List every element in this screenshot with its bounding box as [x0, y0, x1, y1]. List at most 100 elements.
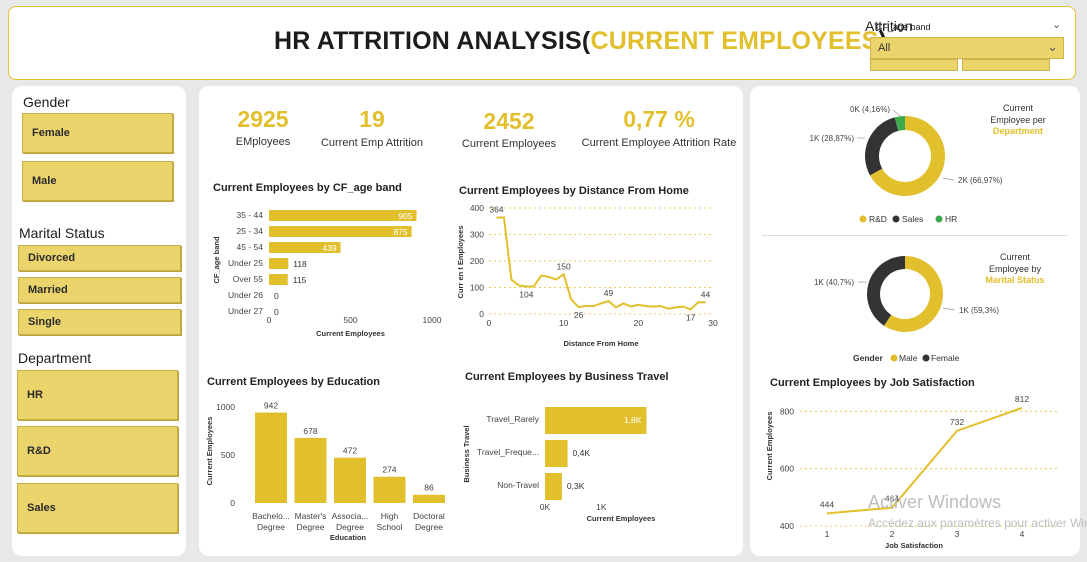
bar: [373, 476, 406, 503]
data-label: 905: [398, 211, 412, 221]
tick-label: Master's: [295, 511, 327, 521]
series-line: [496, 216, 706, 311]
axis-label: Business Travel: [462, 425, 471, 482]
axis-label: Current Employees: [316, 329, 385, 338]
department-hr-button[interactable]: HR: [17, 370, 178, 420]
kpi-attrition-rate-label: Current Employee Attrition Rate: [581, 137, 737, 149]
gender-slicer-label: Gender: [23, 94, 70, 110]
tick-label: Associa...: [332, 511, 369, 521]
legend-marker: [935, 215, 943, 223]
kpi-attrition-rate-value: 0,77 %: [623, 106, 695, 132]
attrition-no-button[interactable]: [962, 59, 1050, 71]
pie-slice: [867, 256, 905, 326]
distance-line-chart: 0 100 200 300 400 0 10 20 30 364 104 150 26 49 17 44 Dis…: [456, 203, 718, 348]
tick-label: Degree: [297, 522, 325, 532]
job-satisfaction-line-chart: 400 600 800 444 1 464 2 732 3 812 4 Job Satisfactio…: [765, 394, 1057, 550]
kpi-attrition-label: Current Emp Attrition: [320, 137, 424, 149]
tick-label: Non-Travel: [497, 480, 539, 490]
tick-label: Bachelo...: [252, 511, 290, 521]
data-label: 364: [489, 205, 503, 215]
tick-label: Under 25: [228, 258, 263, 268]
bar: [269, 226, 412, 237]
bar: [545, 473, 562, 500]
attrition-filter-label: Attrition: [865, 18, 913, 34]
data-label: 444: [820, 499, 834, 509]
marital-married-button[interactable]: Married: [18, 277, 181, 303]
data-label: 0: [274, 291, 279, 301]
tick-label: 20: [634, 318, 644, 328]
bar: [269, 258, 289, 269]
activation-watermark-sub: Accédez aux paramètres pour activer Wind…: [868, 516, 1087, 530]
bar: [294, 437, 327, 503]
bar: [545, 407, 647, 434]
dropdown-selected-value: All: [878, 42, 891, 54]
tick-label: Degree: [415, 522, 443, 532]
axis-label: CF_age band: [212, 236, 221, 284]
tick-label: Degree: [257, 522, 285, 532]
data-label: 49: [604, 288, 614, 298]
gender-male-button[interactable]: Male: [22, 161, 173, 201]
axis-label: Current Employees: [205, 417, 214, 486]
tick-label: Travel_Freque...: [477, 447, 539, 457]
data-label: 0,4K: [573, 448, 591, 458]
data-label: 2K (66,97%): [958, 176, 1003, 185]
kpi-employees-value: 2925: [237, 106, 289, 132]
side-charts-panel: 2K (66,97%) 1K (28,87%) 0K (4,16%) Current E…: [750, 86, 1080, 556]
data-label: 732: [950, 417, 964, 427]
pie-slice: [865, 117, 899, 176]
data-label: 439: [322, 243, 336, 253]
kpi-attrition-value: 19: [359, 106, 385, 132]
tick-label: 1: [825, 529, 830, 539]
marital-slicer-label: Marital Status: [19, 225, 105, 241]
legend-label: HR: [945, 214, 957, 224]
kpi-employees-label: EMployees: [235, 136, 291, 148]
data-label: 26: [574, 310, 584, 320]
data-label: 0,3K: [567, 481, 585, 491]
tick-label: Doctoral: [413, 511, 445, 521]
legend-title: Gender: [853, 353, 883, 363]
tick-label: 500: [343, 315, 357, 325]
tick-label: 0: [479, 309, 484, 319]
travel-bar-chart: Travel_Rarely 1,8K Travel_Freque... 0,4K Non…: [462, 407, 655, 523]
tick-label: 200: [470, 256, 484, 266]
department-rd-button[interactable]: R&D: [17, 426, 178, 476]
data-label: 678: [303, 426, 317, 436]
axis-label: Curr en t Employees: [456, 226, 465, 299]
data-label: 1K (28,87%): [810, 134, 855, 143]
axis-label: Job Satisfaction: [885, 541, 943, 550]
gender-female-button[interactable]: Female: [22, 113, 173, 153]
data-label: 115: [293, 275, 307, 285]
marital-divorced-button[interactable]: Divorced: [18, 245, 181, 271]
series-line: [826, 406, 1023, 515]
pie-slice: [884, 256, 943, 332]
chart-title: Current: [1000, 252, 1031, 262]
age-band-dropdown[interactable]: All ⌄: [870, 37, 1064, 59]
education-chart-title: Current Employees by Education: [207, 376, 380, 388]
department-sales-button[interactable]: Sales: [17, 483, 178, 533]
tick-label: Under 26: [228, 290, 263, 300]
data-label: 104: [519, 289, 533, 299]
legend-label: Male: [899, 353, 918, 363]
legend-marker: [922, 354, 930, 362]
legend-label: Sales: [902, 214, 923, 224]
legend-marker: [892, 215, 900, 223]
tick-label: 1K: [596, 502, 607, 512]
data-label: 942: [264, 401, 278, 411]
marital-single-button[interactable]: Single: [18, 309, 181, 335]
data-label: 0K (4,16%): [850, 105, 890, 114]
attrition-yes-button[interactable]: [870, 59, 958, 71]
legend-marker: [890, 354, 898, 362]
tick-label: 1000: [216, 402, 235, 412]
pie-slice: [869, 116, 945, 196]
legend-label: R&D: [869, 214, 887, 224]
tick-label: 1000: [423, 315, 442, 325]
tick-label: Travel_Rarely: [486, 414, 539, 424]
data-label: 875: [393, 227, 407, 237]
chevron-down-icon[interactable]: ⌄: [1052, 19, 1062, 31]
leader-line: [942, 177, 955, 181]
tick-label: 2: [890, 529, 895, 539]
data-label: 464: [885, 494, 899, 504]
slicer-panel: Gender Female Male Marital Status Divorc…: [12, 86, 186, 556]
